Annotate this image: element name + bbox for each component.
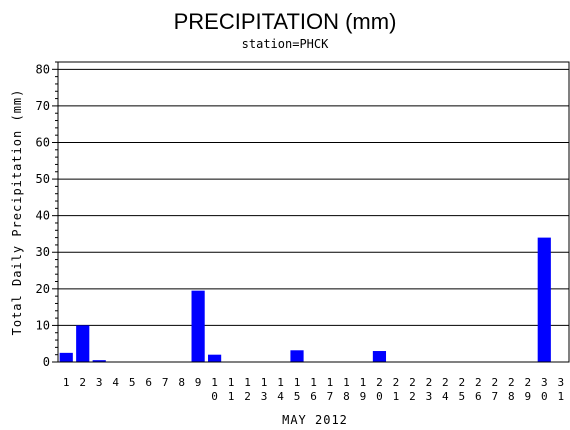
x-tick-label: 2 (508, 376, 515, 389)
x-tick-label: 6 (475, 390, 482, 403)
x-tick-label: 1 (343, 376, 350, 389)
y-tick-label: 60 (36, 135, 50, 149)
y-tick-label: 30 (36, 245, 50, 259)
x-tick-label: 2 (426, 376, 433, 389)
chart-subtitle: station=PHCK (242, 37, 329, 51)
x-axis-label: MAY 2012 (282, 413, 348, 427)
x-tick-label: 0 (211, 390, 218, 403)
x-tick-label: 1 (244, 376, 251, 389)
x-tick-label: 3 (426, 390, 433, 403)
gridlines (58, 68, 569, 326)
x-tick-label: 2 (442, 376, 449, 389)
chart-title: PRECIPITATION (mm) (174, 9, 397, 34)
x-tick-label: 1 (393, 390, 400, 403)
x-tick-label: 5 (294, 390, 301, 403)
x-tick-label: 8 (343, 390, 350, 403)
x-tick-label: 1 (360, 376, 367, 389)
x-tick-label: 4 (112, 376, 119, 389)
x-tick-label: 0 (376, 390, 383, 403)
x-tick-label: 6 (145, 376, 152, 389)
x-tick-label: 1 (327, 376, 334, 389)
x-tick-label: 4 (442, 390, 449, 403)
y-axis-ticks: 0 10 20 30 40 50 60 70 80 (36, 61, 58, 369)
x-tick-label: 2 (475, 376, 482, 389)
x-tick-label: 9 (195, 376, 202, 389)
bars (59, 237, 551, 362)
x-tick-label: 5 (129, 376, 136, 389)
x-tick-label: 1 (228, 390, 235, 403)
x-tick-label: 9 (524, 390, 531, 403)
x-tick-label: 5 (459, 390, 466, 403)
x-tick-label: 7 (327, 390, 334, 403)
x-tick-label: 1 (277, 376, 284, 389)
y-tick-label: 80 (36, 62, 50, 76)
bar-day-9 (191, 290, 205, 362)
bar-day-1 (59, 352, 73, 362)
x-tick-label: 2 (524, 376, 531, 389)
x-tick-label: 3 (557, 376, 564, 389)
y-tick-label: 20 (36, 282, 50, 296)
bar-day-2 (76, 325, 90, 362)
x-tick-label: 1 (211, 376, 218, 389)
bar-day-20 (372, 351, 387, 362)
x-tick-label: 1 (261, 376, 268, 389)
bar-day-30 (537, 237, 551, 362)
x-tick-label: 2 (459, 376, 466, 389)
y-tick-label: 40 (36, 209, 50, 223)
x-tick-label: 3 (261, 390, 268, 403)
x-tick-label: 8 (508, 390, 515, 403)
y-tick-label: 70 (36, 99, 50, 113)
x-tick-label: 1 (557, 390, 564, 403)
x-tick-label: 2 (409, 390, 416, 403)
x-tick-label: 2 (409, 376, 416, 389)
y-tick-label: 10 (36, 318, 50, 332)
x-tick-label: 7 (492, 390, 499, 403)
y-axis-label: Total Daily Precipitation (mm) (10, 89, 24, 336)
x-tick-label: 1 (294, 376, 301, 389)
x-axis-ticks: 1 2 3 4 5 6 7 8 9 1011121314151617181920212223242… (63, 376, 564, 403)
x-tick-label: 3 (541, 376, 548, 389)
x-tick-label: 7 (162, 376, 169, 389)
x-tick-label: 0 (541, 390, 548, 403)
x-tick-label: 6 (310, 390, 317, 403)
x-tick-label: 1 (228, 376, 235, 389)
x-tick-label: 8 (178, 376, 185, 389)
x-tick-label: 9 (360, 390, 367, 403)
y-tick-label: 50 (36, 172, 50, 186)
x-tick-label: 1 (63, 376, 70, 389)
x-tick-label: 4 (277, 390, 284, 403)
bar-day-3 (92, 360, 106, 362)
x-tick-label: 2 (492, 376, 499, 389)
x-tick-label: 2 (244, 390, 251, 403)
y-tick-label: 0 (43, 355, 50, 369)
x-tick-label: 2 (376, 376, 383, 389)
x-tick-label: 3 (96, 376, 103, 389)
bar-day-15 (290, 350, 304, 362)
x-tick-label: 2 (393, 376, 400, 389)
x-tick-label: 1 (310, 376, 317, 389)
plot-frame (57, 61, 570, 363)
x-tick-label: 2 (79, 376, 86, 389)
bar-day-10 (208, 354, 222, 362)
